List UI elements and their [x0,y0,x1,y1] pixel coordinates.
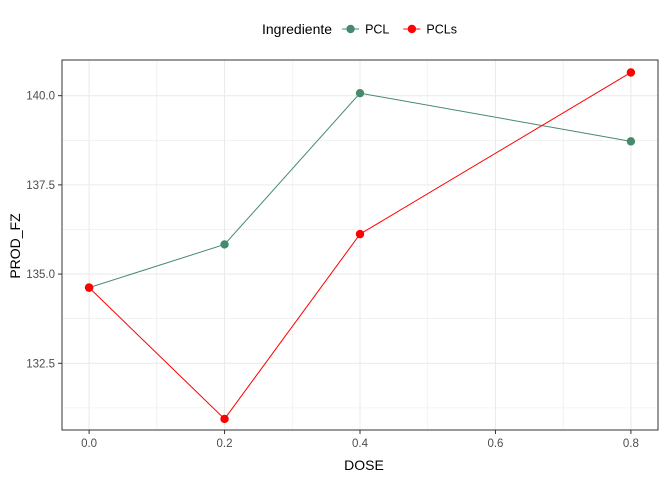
major-gridlines [62,60,658,430]
x-tick-label: 0.4 [352,438,369,450]
x-tick-label: 0.2 [217,438,233,450]
data-point-pcls [220,414,229,424]
y-tick-label: 132.5 [26,358,55,370]
x-axis-title: DOSE [344,457,384,473]
series-layer [84,68,636,424]
legend-key-point [346,24,355,34]
data-point-pcls [355,229,365,239]
axis-ticks: 0.0 0.2 0.4 0.6 0.8 132.5 135.0 137.5 140.0 [26,91,639,450]
legend-title: Ingrediente [262,21,332,37]
series-line-pcl [88,92,631,289]
legend: Ingrediente PCL PCLs [262,21,457,37]
data-point-pcls [626,68,636,77]
legend-label: PCLs [426,23,457,37]
y-axis-title: PROD_FZ [7,213,23,279]
data-point-pcl [220,240,229,249]
x-tick-label: 0.0 [81,438,97,450]
series-pcls [84,68,636,424]
legend-key-point [407,24,417,34]
legend-item-pcls: PCLs [403,23,457,37]
legend-item-pcl: PCL [342,23,389,37]
series-line-pcls [88,72,632,420]
legend-label: PCL [365,23,389,37]
x-tick-label: 0.6 [487,438,503,450]
x-tick-label: 0.8 [623,438,639,450]
data-point-pcl [355,88,365,98]
y-tick-label: 135.0 [26,269,55,281]
data-point-pcls [84,283,94,292]
data-point-pcl [626,137,636,146]
y-tick-label: 137.5 [26,180,55,192]
y-tick-label: 140.0 [26,91,55,103]
